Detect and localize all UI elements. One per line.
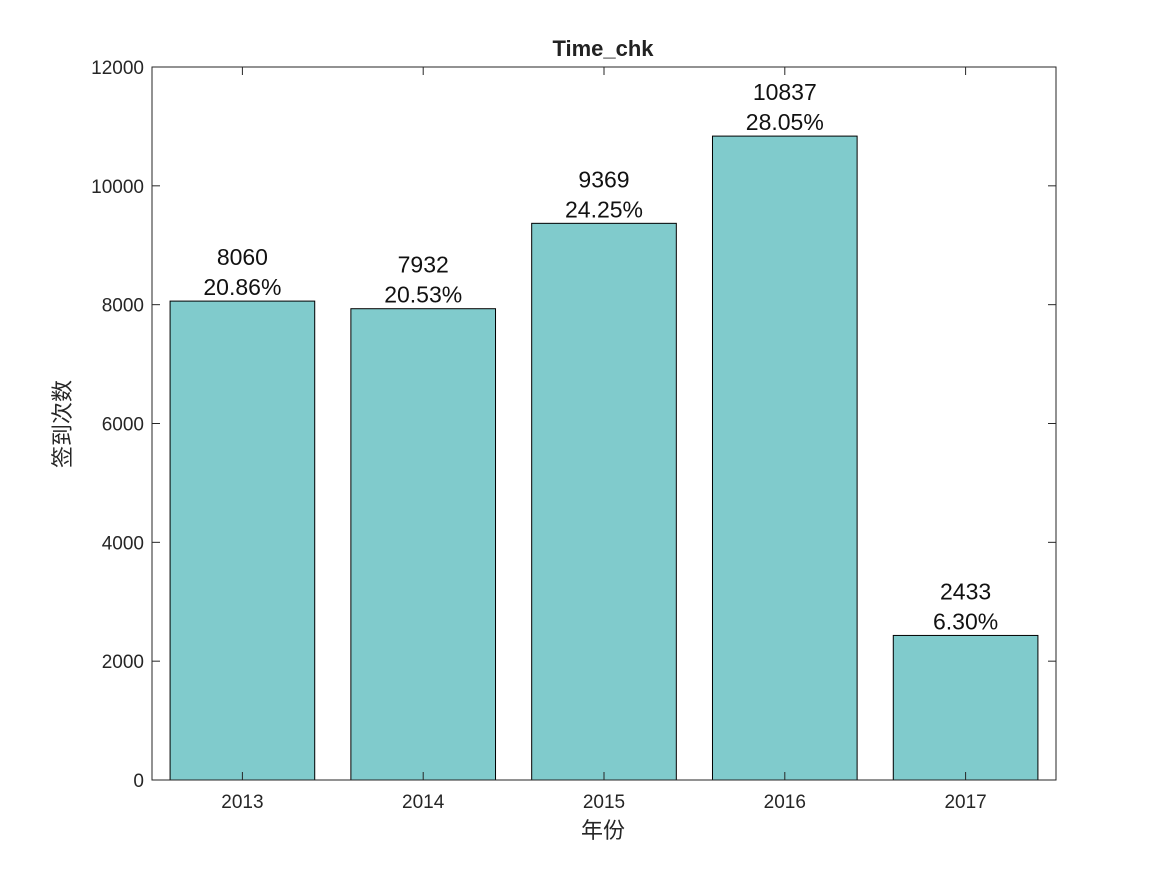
bar-percent-label: 20.53% bbox=[384, 282, 462, 308]
bar-value-label: 8060 bbox=[217, 244, 268, 270]
x-tick-label: 2014 bbox=[402, 792, 445, 813]
y-tick-label: 10000 bbox=[91, 177, 144, 198]
bar-percent-label: 28.05% bbox=[746, 109, 824, 135]
bars-layer bbox=[169, 135, 1039, 781]
bar-value-label: 10837 bbox=[753, 79, 817, 105]
bar-2015 bbox=[531, 222, 677, 781]
x-tick-label: 2013 bbox=[221, 792, 263, 813]
y-tick-label: 4000 bbox=[102, 533, 144, 554]
bar-2014 bbox=[350, 308, 497, 781]
bar-2013 bbox=[169, 300, 316, 781]
y-tick-label: 6000 bbox=[102, 415, 144, 436]
labels-layer: 8060 20.86% 2013 7932 20.53% 2014 9369 24.25% 20… bbox=[91, 58, 998, 813]
y-axis-label: 签到次数 bbox=[50, 380, 75, 468]
ticks-layer bbox=[152, 66, 1056, 781]
bar-value-label: 7932 bbox=[398, 252, 449, 278]
bar-percent-label: 20.86% bbox=[203, 274, 281, 300]
bar-2017 bbox=[892, 634, 1039, 781]
bar-2016 bbox=[711, 135, 858, 781]
bar-percent-label: 24.25% bbox=[565, 196, 643, 222]
x-tick-label: 2015 bbox=[583, 792, 625, 813]
y-tick-label: 8000 bbox=[102, 296, 144, 317]
x-axis-label: 年份 bbox=[581, 818, 625, 843]
bar-value-label: 2433 bbox=[940, 578, 991, 604]
x-tick-label: 2017 bbox=[944, 792, 986, 813]
y-tick-label: 2000 bbox=[102, 652, 144, 673]
x-tick-label: 2016 bbox=[764, 792, 806, 813]
bar-value-label: 9369 bbox=[578, 166, 629, 192]
chart-title: Time_chk bbox=[552, 36, 654, 61]
y-tick-label: 12000 bbox=[91, 58, 144, 79]
bar-percent-label: 6.30% bbox=[933, 608, 998, 634]
y-tick-label: 0 bbox=[133, 771, 144, 792]
